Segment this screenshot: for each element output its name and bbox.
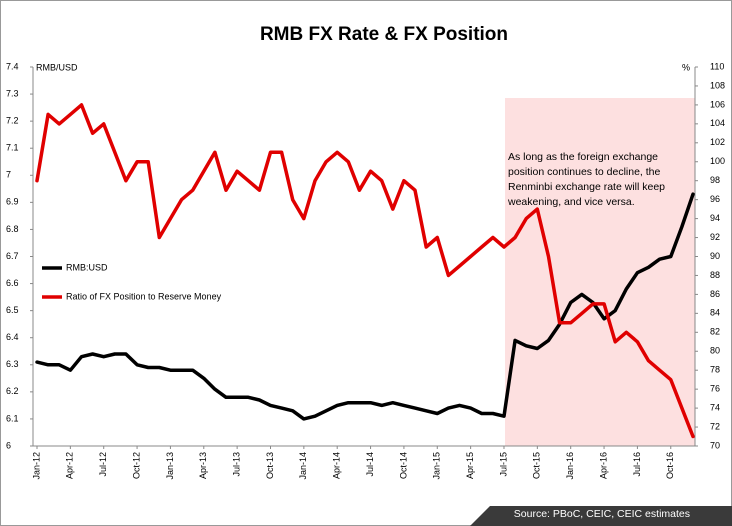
x-tick-label: Apr-14 bbox=[332, 452, 342, 479]
series-line bbox=[35, 192, 695, 421]
x-tick-label: Oct-13 bbox=[265, 452, 275, 479]
annotation: Renminbi exchange rate will keep bbox=[508, 181, 665, 193]
y2-tick-label: 104 bbox=[710, 118, 725, 128]
highlight-region bbox=[505, 98, 695, 446]
x-tick-label: Jan-13 bbox=[165, 452, 175, 480]
x-tick-label: Apr-12 bbox=[65, 452, 75, 479]
x-tick-label: Oct-14 bbox=[398, 452, 408, 479]
y2-axis-label: % bbox=[682, 62, 690, 72]
y2-tick-label: 72 bbox=[710, 421, 720, 431]
annotation: As long as the foreign exchange bbox=[508, 151, 658, 163]
y-tick-label: 6.6 bbox=[6, 278, 19, 288]
x-tick-label: Apr-15 bbox=[465, 452, 475, 479]
y-tick-label: 6.3 bbox=[6, 359, 19, 369]
y-tick-label: 6.2 bbox=[6, 386, 19, 396]
source-band bbox=[470, 506, 732, 526]
y-tick-label: 7.1 bbox=[6, 143, 19, 153]
x-tick-label: Jan-14 bbox=[298, 452, 308, 480]
series-line bbox=[35, 103, 695, 439]
y2-tick-label: 84 bbox=[710, 308, 720, 318]
y2-tick-label: 108 bbox=[710, 80, 725, 90]
legend-label: RMB:USD bbox=[66, 262, 108, 272]
chart-title: RMB FX Rate & FX Position bbox=[260, 24, 508, 45]
y-tick-label: 6.8 bbox=[6, 224, 19, 234]
y-tick-label: 6.9 bbox=[6, 197, 19, 207]
y2-tick-label: 70 bbox=[710, 440, 720, 450]
y-tick-label: 7 bbox=[6, 170, 11, 180]
y-tick-label: 6.4 bbox=[6, 332, 19, 342]
x-tick-label: Jul-15 bbox=[498, 452, 508, 477]
y2-tick-label: 100 bbox=[710, 156, 725, 166]
y2-tick-label: 82 bbox=[710, 327, 720, 337]
y-tick-label: 7.4 bbox=[6, 61, 19, 71]
x-tick-label: Oct-12 bbox=[131, 452, 141, 479]
x-tick-label: Jan-12 bbox=[31, 452, 41, 480]
y-tick-label: 6.5 bbox=[6, 305, 19, 315]
y-tick-label: 6.7 bbox=[6, 251, 19, 261]
y2-tick-label: 86 bbox=[710, 289, 720, 299]
x-tick-label: Oct-16 bbox=[665, 452, 675, 479]
y2-tick-label: 98 bbox=[710, 175, 720, 185]
x-tick-label: Apr-13 bbox=[198, 452, 208, 479]
y2-tick-label: 102 bbox=[710, 137, 725, 147]
x-tick-label: Jan-16 bbox=[565, 452, 575, 480]
annotation: weakening, and vice versa. bbox=[507, 196, 635, 208]
y2-tick-label: 94 bbox=[710, 213, 720, 223]
legend-label: Ratio of FX Position to Reserve Money bbox=[66, 291, 222, 301]
x-tick-label: Apr-16 bbox=[598, 452, 608, 479]
y2-tick-label: 96 bbox=[710, 194, 720, 204]
x-tick-label: Jul-14 bbox=[365, 452, 375, 477]
y2-tick-label: 110 bbox=[710, 61, 724, 71]
y-tick-label: 6.1 bbox=[6, 413, 19, 423]
y2-tick-label: 74 bbox=[710, 402, 720, 412]
y2-tick-label: 78 bbox=[710, 365, 720, 375]
x-tick-label: Jan-15 bbox=[432, 452, 442, 480]
annotation: position continues to decline, the bbox=[508, 166, 661, 178]
y2-tick-label: 92 bbox=[710, 232, 720, 242]
y-axis-label: RMB/USD bbox=[36, 62, 78, 72]
x-tick-label: Jul-16 bbox=[632, 452, 642, 477]
x-tick-label: Jul-12 bbox=[98, 452, 108, 477]
x-tick-label: Oct-15 bbox=[532, 452, 542, 479]
y-tick-label: 7.2 bbox=[6, 116, 19, 126]
y2-tick-label: 80 bbox=[710, 346, 720, 356]
y2-tick-label: 88 bbox=[710, 270, 720, 280]
y2-tick-label: 90 bbox=[710, 251, 720, 261]
source: Source: PBoC, CEIC, CEIC estimates bbox=[514, 508, 690, 520]
y-tick-label: 7.3 bbox=[6, 88, 19, 98]
x-tick-label: Jul-13 bbox=[232, 452, 242, 477]
y-tick-label: 6 bbox=[6, 440, 11, 450]
y2-tick-label: 76 bbox=[710, 384, 720, 394]
y2-tick-label: 106 bbox=[710, 99, 725, 109]
